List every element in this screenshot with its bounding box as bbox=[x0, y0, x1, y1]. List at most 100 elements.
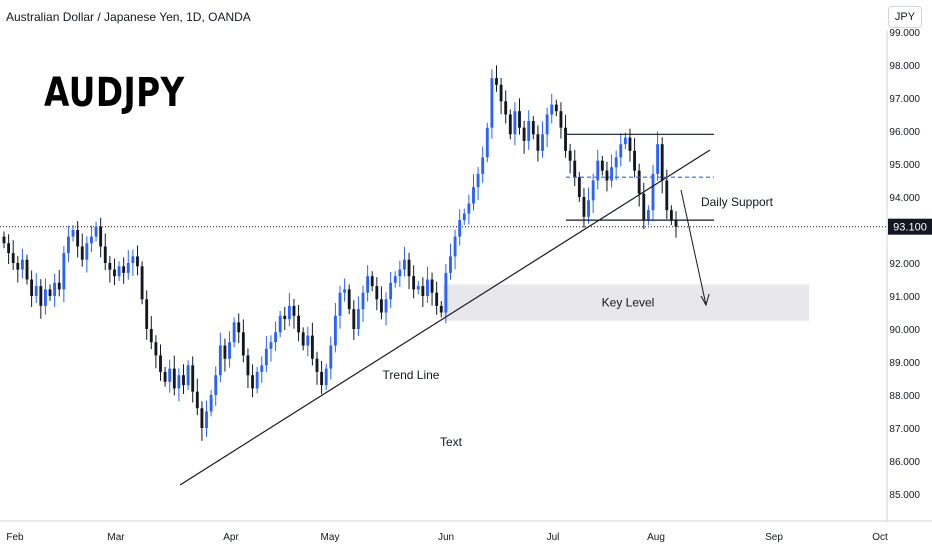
price-tick-label: 96.000 bbox=[889, 127, 920, 138]
candle-body bbox=[573, 160, 577, 178]
candle-body bbox=[172, 368, 176, 389]
candle-body bbox=[476, 173, 480, 188]
daily-support-label: Daily Support bbox=[701, 195, 774, 209]
symbol-title: Australian Dollar / Japanese Yen, 1D, OA… bbox=[6, 10, 251, 24]
candle-body bbox=[559, 111, 563, 128]
price-tick-label: 98.000 bbox=[889, 61, 920, 72]
candle-body bbox=[145, 299, 149, 329]
candle-body bbox=[310, 335, 314, 359]
candle-body bbox=[412, 276, 416, 290]
candle-body bbox=[76, 230, 80, 247]
candle-body bbox=[485, 127, 489, 158]
candle-body bbox=[80, 246, 84, 260]
candle-body bbox=[306, 335, 310, 346]
candle-body bbox=[264, 348, 268, 366]
candle-body bbox=[472, 187, 475, 204]
price-tick-label: 87.000 bbox=[889, 424, 920, 435]
candle-body bbox=[62, 253, 66, 290]
candle-body bbox=[159, 355, 162, 372]
candle-body bbox=[541, 134, 544, 151]
candle-body bbox=[2, 236, 6, 244]
candle-body bbox=[186, 365, 190, 386]
candle-body bbox=[550, 104, 554, 115]
candle-body bbox=[85, 243, 89, 260]
trend-line[interactable] bbox=[179, 149, 711, 486]
candle-body bbox=[333, 315, 337, 346]
candle-body bbox=[57, 282, 61, 290]
candle-body bbox=[545, 114, 549, 135]
candle-body bbox=[642, 193, 646, 221]
candle-body bbox=[205, 411, 208, 428]
candle-body bbox=[163, 371, 167, 382]
candle-body bbox=[361, 292, 365, 310]
candle-body bbox=[614, 157, 618, 168]
key-level-label: Key Level bbox=[602, 296, 655, 310]
candle-body bbox=[122, 266, 126, 273]
candle-body bbox=[366, 276, 370, 293]
candle-body bbox=[237, 322, 241, 333]
candle-body bbox=[389, 282, 393, 300]
candle-body bbox=[375, 286, 379, 300]
candle-body bbox=[103, 246, 107, 263]
candle-body bbox=[421, 286, 425, 296]
key-level-zone[interactable] bbox=[443, 284, 809, 321]
candle-body bbox=[136, 256, 139, 267]
price-tick-label: 99.000 bbox=[889, 28, 920, 39]
price-axis[interactable]: 85.000 86.000 87.000 88.000 89.000 90.000 91.0… bbox=[889, 28, 920, 501]
candle-body bbox=[407, 259, 411, 277]
candle-body bbox=[126, 263, 130, 273]
candle-body bbox=[177, 375, 181, 389]
candle-body bbox=[384, 299, 388, 313]
candle-body bbox=[352, 309, 356, 329]
candle-body bbox=[7, 243, 11, 254]
candle-body bbox=[669, 210, 673, 221]
currency-button[interactable]: JPY bbox=[888, 6, 922, 28]
time-tick-label: Oct bbox=[872, 532, 888, 543]
last-price-value: 93.100 bbox=[893, 222, 927, 234]
candle-body bbox=[108, 263, 112, 270]
candle-body bbox=[370, 276, 374, 287]
candle-body bbox=[53, 282, 57, 296]
candle-body bbox=[67, 236, 70, 254]
last-price-tag bbox=[888, 218, 932, 235]
candle-body bbox=[182, 375, 185, 386]
price-tick-label: 91.000 bbox=[889, 292, 920, 303]
projection-arrow[interactable] bbox=[680, 189, 707, 306]
price-tick-label: 97.000 bbox=[889, 94, 920, 105]
time-tick-label: Aug bbox=[647, 532, 665, 543]
candle-body bbox=[444, 272, 448, 313]
candle-body bbox=[660, 144, 664, 181]
candle-body bbox=[513, 111, 517, 135]
candle-body bbox=[269, 342, 273, 349]
candle-body bbox=[508, 114, 512, 135]
time-tick-label: Jul bbox=[547, 532, 560, 543]
candle-body bbox=[16, 263, 20, 270]
candle-body bbox=[324, 368, 328, 386]
candle-body bbox=[251, 375, 254, 389]
price-tick-label: 88.000 bbox=[889, 391, 920, 402]
candle-body bbox=[34, 286, 38, 296]
candle-body bbox=[274, 332, 277, 343]
candle-body bbox=[527, 121, 531, 141]
candle-body bbox=[260, 365, 264, 372]
candle-body bbox=[39, 286, 43, 306]
candle-body bbox=[25, 259, 29, 280]
candle-body bbox=[462, 213, 466, 221]
arrow-head-icon bbox=[700, 293, 710, 307]
candle-body bbox=[577, 177, 581, 197]
candle-body bbox=[403, 259, 406, 270]
candle-body bbox=[522, 127, 526, 141]
candle-body bbox=[398, 269, 402, 277]
candle-body bbox=[379, 299, 383, 313]
time-axis[interactable]: Feb Mar Apr May Jun Jul Aug Sep Oct bbox=[6, 532, 888, 543]
candle-body bbox=[30, 279, 34, 296]
price-tick-label: 86.000 bbox=[889, 457, 920, 468]
candle-body bbox=[214, 375, 218, 395]
candle-body bbox=[623, 137, 627, 145]
candle-body bbox=[467, 203, 471, 214]
candle-body bbox=[439, 305, 443, 313]
candle-body bbox=[338, 292, 342, 316]
candle-body bbox=[278, 315, 282, 333]
candle-body bbox=[117, 266, 121, 277]
